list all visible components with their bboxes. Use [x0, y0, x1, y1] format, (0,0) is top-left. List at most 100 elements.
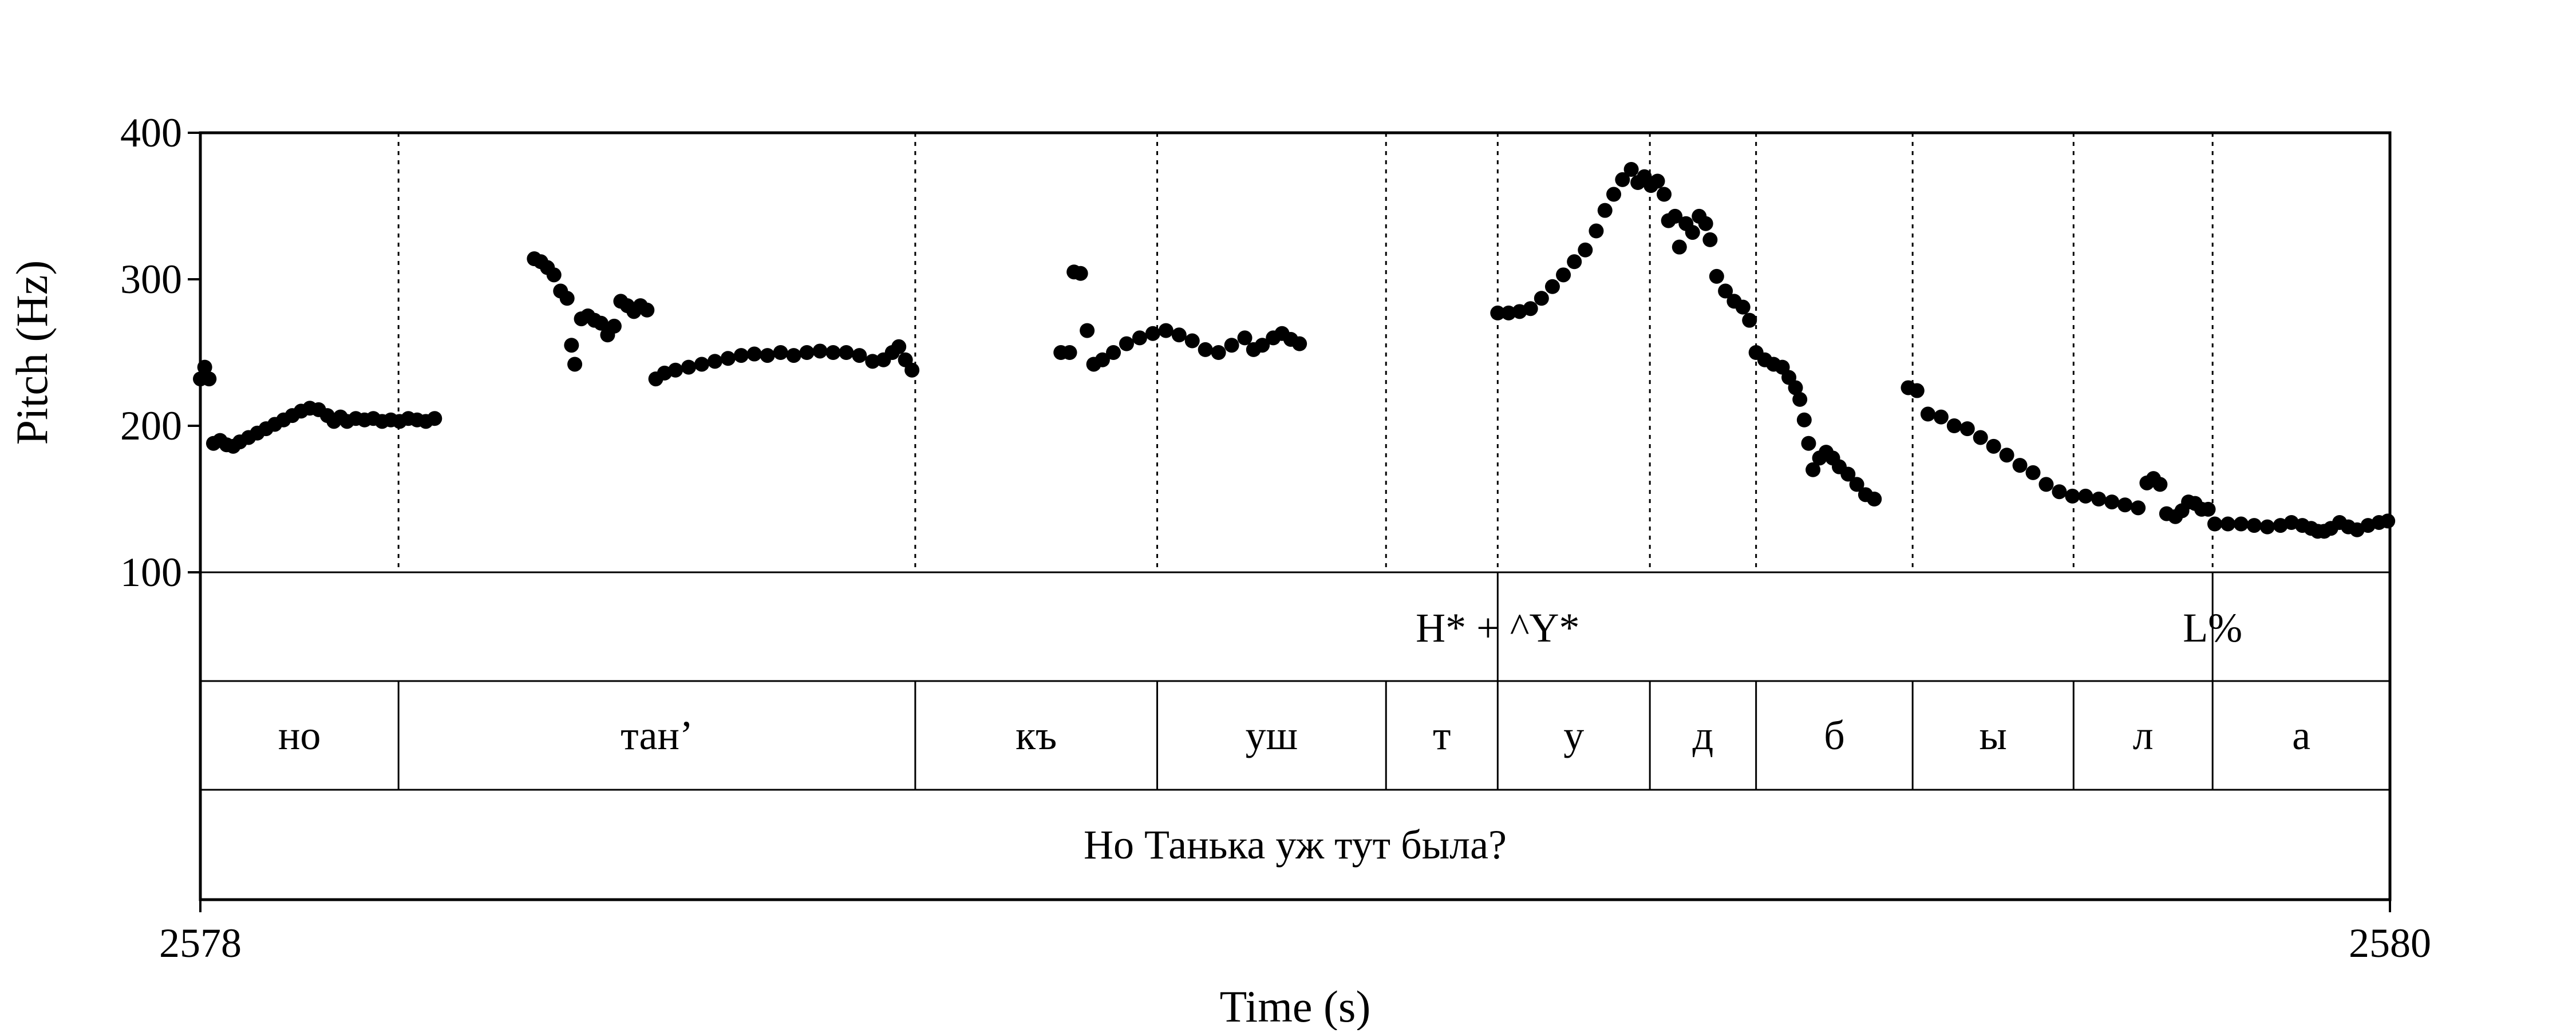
tier-text: H* + ^Y* L% но тан’ къ уш т у д б ы л а Но Танька уж …: [278, 605, 2310, 868]
pitch-point: [1672, 239, 1687, 255]
pitch-point: [2117, 497, 2133, 513]
segment-label: но: [278, 713, 321, 758]
pitch-point: [2246, 518, 2262, 533]
segment-label: къ: [1016, 713, 1057, 758]
pitch-point: [1796, 412, 1812, 428]
pitch-point: [639, 302, 655, 318]
pitch-point: [1578, 242, 1593, 258]
pitch-point: [1606, 187, 1622, 202]
pitch-point: [606, 318, 622, 334]
pitch-point: [2091, 492, 2107, 506]
axis-text: 100 200 300 400 2578 2580 Time (s) Pitch (Hz): [7, 110, 2431, 1031]
pitch-point: [839, 345, 854, 360]
pitch-point: [559, 291, 575, 306]
pitch-point: [1556, 267, 1571, 283]
pitch-point: [1534, 291, 1549, 306]
pitch-point: [2131, 500, 2146, 516]
pitch-point: [1849, 477, 1864, 492]
pitch-point: [2233, 516, 2249, 532]
pitch-point: [1501, 305, 1516, 320]
pitch-point: [1158, 323, 1174, 338]
pitch-point: [1080, 323, 1095, 338]
pitch-point: [1119, 336, 1134, 351]
pitch-point: [1211, 345, 1226, 360]
pitch-point: [694, 357, 709, 372]
pitch-point: [733, 348, 749, 363]
pitch-point: [2104, 494, 2120, 510]
segment-label: а: [2292, 713, 2310, 758]
segment-label: б: [1824, 713, 1845, 758]
pitch-point: [1145, 326, 1160, 341]
pitch-point: [1184, 333, 1200, 349]
pitch-point: [2152, 477, 2168, 492]
pitch-point: [593, 315, 609, 331]
pitch-point: [865, 354, 880, 369]
pitch-point: [1171, 327, 1187, 343]
pitch-point: [786, 348, 801, 363]
pitch-point: [1933, 409, 1949, 425]
pitch-point: [1657, 187, 1672, 202]
y-tick-label: 100: [120, 549, 182, 595]
pitch-point: [1668, 208, 1683, 224]
segment-label: тан’: [621, 713, 693, 758]
pitch-point: [1805, 462, 1821, 477]
tone-label: L%: [2183, 605, 2242, 651]
y-tick-label: 200: [120, 403, 182, 449]
pitch-point: [1698, 216, 1713, 231]
pitch-point: [904, 362, 920, 378]
pitch-point: [1292, 336, 1307, 351]
pitch-point: [707, 354, 722, 369]
segment-label: уш: [1246, 713, 1298, 758]
pitch-point: [2025, 465, 2041, 480]
segment-label: т: [1433, 713, 1451, 758]
pitch-point: [1909, 383, 1925, 398]
pitch-point: [1567, 254, 1582, 270]
pitch-point: [681, 359, 696, 375]
pitch-point: [1867, 492, 1882, 506]
pitch-point: [1106, 345, 1121, 360]
pitch-point: [852, 348, 867, 363]
pitch-point: [1132, 330, 1147, 346]
pitch-point: [1623, 162, 1639, 177]
pitch-point: [1735, 299, 1751, 315]
pitch-point: [2012, 458, 2028, 473]
y-tick-label: 300: [120, 256, 182, 302]
pitch-point: [1597, 203, 1613, 218]
pitch-point: [746, 346, 762, 362]
pitch-point: [668, 362, 683, 378]
pitch-point: [1742, 312, 1757, 328]
pitch-point: [1920, 406, 1935, 422]
boundary-lines: [397, 133, 2214, 572]
pitch-point: [1946, 418, 1962, 433]
pitch-point: [1544, 279, 1560, 294]
segment-label: л: [2133, 713, 2154, 758]
segment-label: д: [1693, 713, 1714, 758]
pitch-point: [1062, 345, 1077, 360]
pitch-point: [1959, 421, 1975, 437]
pitch-point: [1718, 283, 1733, 299]
segment-label: ы: [1980, 713, 2007, 758]
pitch-point: [1589, 223, 1604, 239]
sentence-label: Но Танька уж тут была?: [1084, 822, 1507, 868]
pitch-points: [193, 162, 2396, 539]
x-tick-label: 2578: [159, 920, 242, 966]
pitch-point: [1237, 330, 1253, 346]
pitch-point: [720, 351, 736, 366]
x-tick-label: 2580: [2349, 920, 2431, 966]
pitch-point: [2207, 516, 2222, 532]
pitch-point: [564, 338, 579, 353]
pitch-point: [2220, 516, 2235, 532]
segment-label: у: [1563, 713, 1584, 758]
pitch-point: [1685, 225, 1700, 240]
pitch-point: [1095, 352, 1110, 367]
pitch-point: [1986, 438, 2001, 454]
pitch-point: [1650, 173, 1665, 189]
pitch-point: [1840, 466, 1856, 482]
pitch-point: [1224, 338, 1239, 353]
y-tick-label: 400: [120, 110, 182, 156]
pitch-point: [1198, 342, 1213, 357]
pitch-point: [1702, 232, 1718, 247]
pitch-point: [1073, 266, 1088, 281]
